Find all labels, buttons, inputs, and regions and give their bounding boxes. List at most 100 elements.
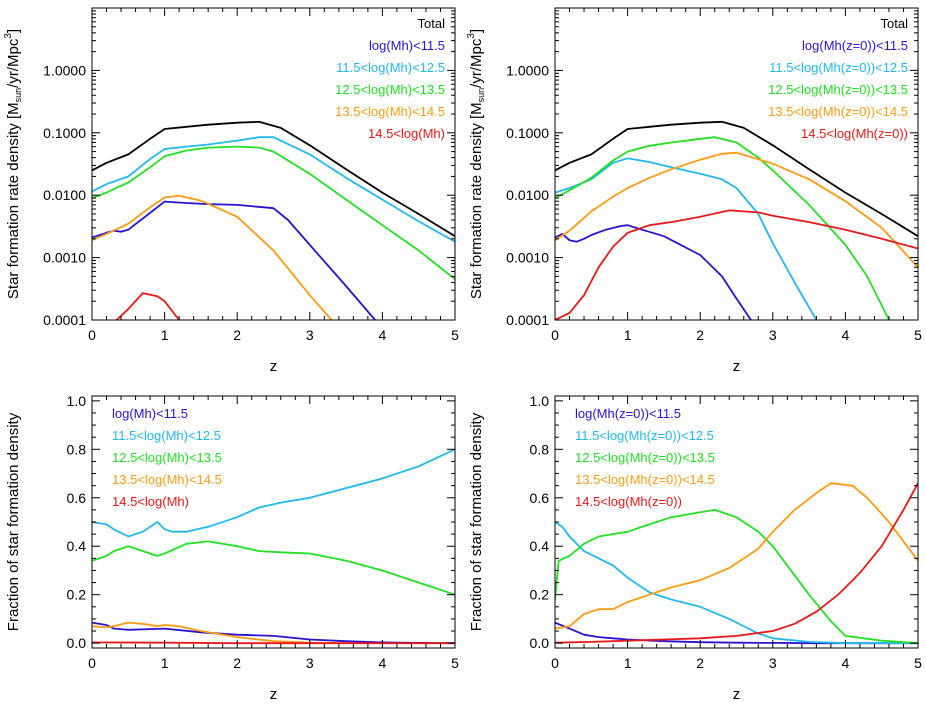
y-tick-label: 0.0001 bbox=[43, 312, 86, 328]
x-tick-label: 1 bbox=[624, 327, 632, 343]
y-axis-label: Star formation rate density [Msun/yr/Mpc… bbox=[3, 29, 23, 299]
plot-frame bbox=[91, 7, 456, 321]
series-line-top-right-4 bbox=[555, 151, 918, 268]
legend-entry: 14.5<log(Mh) bbox=[368, 126, 445, 141]
panel-bottom-left: 0 1 2 3 4 5 0.0 0.2 0.4 0.6 0.8 1.0 z Fraction of sta… bbox=[5, 393, 459, 703]
x-tick-label: 0 bbox=[551, 655, 559, 671]
series-line-bottom-right-4 bbox=[555, 482, 918, 644]
y-tick-label: 0.4 bbox=[530, 538, 550, 554]
legend-entry: 13.5<log(Mh)<14.5 bbox=[112, 472, 222, 487]
series-line-bottom-right-2 bbox=[555, 508, 918, 645]
legend-entry: log(Mh(z=0))<11.5 bbox=[802, 38, 908, 53]
x-tick-label: 2 bbox=[233, 655, 241, 671]
legend-entry: 11.5<log(Mh(z=0))<12.5 bbox=[575, 428, 714, 443]
y-tick-label: 0.0100 bbox=[43, 187, 86, 203]
series-line-top-left-2 bbox=[92, 136, 455, 243]
legend-entry: 11.5<log(Mh)<12.5 bbox=[112, 428, 221, 443]
x-tick-label: 3 bbox=[769, 655, 777, 671]
x-tick-label: 5 bbox=[914, 327, 922, 343]
x-axis-label: z bbox=[733, 358, 741, 375]
legend-entry: 13.5<log(Mh(z=0))<14.5 bbox=[575, 472, 715, 487]
x-tick-label: 3 bbox=[306, 327, 314, 343]
series-line-top-left-3 bbox=[92, 145, 455, 280]
series-line-bottom-left-3 bbox=[92, 621, 347, 645]
legend-entry: 14.5<log(Mh) bbox=[112, 494, 189, 509]
legend-entry: 13.5<log(Mh(z=0))<14.5 bbox=[768, 104, 908, 119]
y-tick-label: 0.6 bbox=[67, 490, 87, 506]
legend-entry: 12.5<log(Mh)<13.5 bbox=[335, 82, 445, 97]
legend-entry: 13.5<log(Mh)<14.5 bbox=[335, 104, 445, 119]
series-line-top-right-3 bbox=[555, 136, 890, 320]
x-tick-label: 5 bbox=[451, 327, 459, 343]
y-tick-label: 0.0010 bbox=[506, 250, 549, 266]
series-line-top-left-4 bbox=[92, 194, 333, 320]
panel-bottom-right: 0 1 2 3 4 5 0.0 0.2 0.4 0.6 0.8 1.0 z Fraction of sta… bbox=[468, 393, 922, 703]
series-line-top-left-0 bbox=[92, 120, 455, 237]
series-line-top-left-1 bbox=[92, 200, 376, 320]
y-axis-label: Fraction of star formation density bbox=[5, 412, 22, 631]
plot-frame bbox=[554, 7, 919, 321]
x-tick-label: 2 bbox=[233, 327, 241, 343]
y-tick-label: 0.2 bbox=[67, 587, 87, 603]
x-axis-label: z bbox=[733, 686, 741, 703]
y-tick-label: 0.8 bbox=[67, 441, 87, 457]
series-line-bottom-left-2 bbox=[92, 540, 455, 596]
x-tick-label: 0 bbox=[88, 327, 96, 343]
y-tick-label: 1.0 bbox=[67, 393, 87, 409]
y-tick-label: 0.0 bbox=[67, 635, 87, 651]
series-line-top-right-0 bbox=[555, 120, 918, 237]
series-line-bottom-right-3 bbox=[555, 482, 918, 630]
y-tick-label: 0.0010 bbox=[43, 250, 86, 266]
y-tick-label: 0.0100 bbox=[506, 187, 549, 203]
x-tick-label: 5 bbox=[914, 655, 922, 671]
legend-entry: log(Mh)<11.5 bbox=[112, 406, 188, 421]
series-line-bottom-right-1 bbox=[555, 521, 918, 645]
series-line-bottom-left-0 bbox=[92, 621, 455, 645]
legend-entry: log(Mh(z=0))<11.5 bbox=[575, 406, 681, 421]
y-axis-label: Star formation rate density [Msun/yr/Mpc… bbox=[466, 29, 486, 299]
legend-entry: 11.5<log(Mh)<12.5 bbox=[336, 60, 445, 75]
panel-top-left: 0 1 2 3 4 5 0.0001 0.0010 0.0100 0.1000 1.0000 z Sta… bbox=[3, 7, 459, 375]
y-tick-label: 0.4 bbox=[67, 538, 87, 554]
panel-top-right: 0 1 2 3 4 5 0.0001 0.0010 0.0100 0.1000 1.0000 z Sta… bbox=[466, 7, 922, 375]
y-tick-label: 0.1000 bbox=[506, 125, 549, 141]
x-axis-label: z bbox=[270, 358, 278, 375]
y-tick-label: 0.0001 bbox=[506, 312, 549, 328]
x-tick-label: 2 bbox=[696, 327, 704, 343]
x-tick-label: 1 bbox=[624, 655, 632, 671]
x-tick-label: 5 bbox=[451, 655, 459, 671]
x-tick-label: 4 bbox=[379, 327, 387, 343]
legend-entry: 14.5<log(Mh(z=0)) bbox=[575, 494, 682, 509]
y-axis-label: Fraction of star formation density bbox=[468, 412, 485, 631]
legend-entry: 12.5<log(Mh(z=0))<13.5 bbox=[575, 450, 715, 465]
legend-entry: 12.5<log(Mh)<13.5 bbox=[112, 450, 222, 465]
y-tick-label: 0.8 bbox=[530, 441, 550, 457]
series-line-top-right-5 bbox=[555, 209, 918, 320]
y-tick-label: 1.0000 bbox=[43, 62, 86, 78]
y-tick-label: 1.0000 bbox=[506, 62, 549, 78]
series-line-bottom-right-0 bbox=[555, 621, 918, 645]
x-tick-label: 4 bbox=[379, 655, 387, 671]
x-tick-label: 4 bbox=[842, 327, 850, 343]
x-tick-label: 0 bbox=[551, 327, 559, 343]
series-line-bottom-left-4 bbox=[92, 641, 455, 645]
x-tick-label: 0 bbox=[88, 655, 96, 671]
x-tick-label: 1 bbox=[161, 327, 169, 343]
legend-entry: 14.5<log(Mh(z=0)) bbox=[801, 126, 908, 141]
x-tick-label: 3 bbox=[306, 655, 314, 671]
legend-entry: Total bbox=[418, 16, 446, 31]
series-line-top-right-2 bbox=[555, 157, 818, 320]
y-tick-label: 0.2 bbox=[530, 587, 550, 603]
series-line-top-right-1 bbox=[555, 224, 752, 320]
x-tick-label: 2 bbox=[696, 655, 704, 671]
x-axis-label: z bbox=[270, 686, 278, 703]
y-tick-label: 0.6 bbox=[530, 490, 550, 506]
series-line-bottom-left-1 bbox=[92, 448, 455, 538]
x-tick-label: 4 bbox=[842, 655, 850, 671]
y-tick-label: 0.1000 bbox=[43, 125, 86, 141]
x-tick-label: 3 bbox=[769, 327, 777, 343]
series-line-top-left-5 bbox=[115, 292, 180, 320]
legend-entry: 12.5<log(Mh(z=0))<13.5 bbox=[768, 82, 908, 97]
y-tick-label: 0.0 bbox=[530, 635, 550, 651]
